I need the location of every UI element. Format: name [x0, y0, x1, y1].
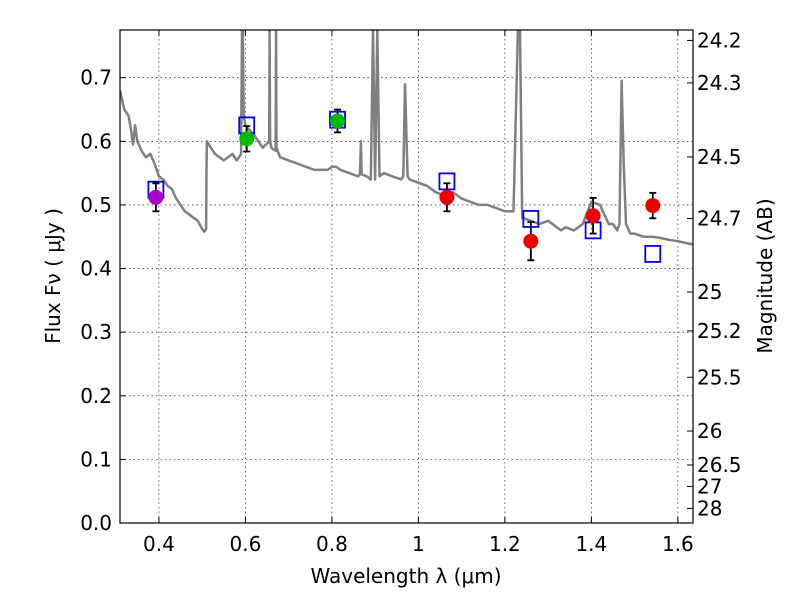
y-axis-title: Flux Fν ( μJy ) — [41, 208, 65, 344]
spectrum-series — [120, 30, 693, 246]
mag-tick-label: 26 — [697, 419, 722, 443]
y2-axis-title: Magnitude (AB) — [753, 198, 777, 353]
mag-tick-label: 24.7 — [697, 207, 742, 231]
y-tick-label: 0.1 — [80, 447, 112, 471]
observed-point-marker — [239, 131, 255, 147]
mag-tick-label: 24.3 — [697, 71, 742, 95]
x-tick-label: 1.6 — [662, 532, 694, 556]
plot-frame — [119, 29, 694, 524]
mag-tick-label: 25.5 — [697, 365, 742, 389]
x-axis-title: Wavelength λ (μm) — [310, 564, 501, 588]
observed-point-marker — [330, 113, 346, 129]
mag-tick-label: 25 — [697, 280, 722, 304]
mag-tick-label: 25.2 — [697, 319, 742, 343]
model-square-marker — [644, 245, 662, 263]
mag-tick-label: 24.2 — [697, 28, 742, 52]
y-tick-label: 0.4 — [80, 257, 112, 281]
observed-point-marker — [148, 189, 164, 205]
x-tick-label: 0.6 — [230, 532, 262, 556]
y-tick-label: 0.5 — [80, 193, 112, 217]
axis-ticks: 0.4 0.6 0.8 1 1.2 1.4 1.6 0.0 0.1 0.2 0.3 0.4 0.5 0.6… — [80, 28, 741, 556]
mag-tick-label: 28 — [697, 496, 722, 520]
observed-point-marker — [439, 189, 455, 205]
y-tick-label: 0.7 — [80, 66, 112, 90]
x-tick-label: 1 — [412, 532, 425, 556]
y-tick-label: 0.0 — [80, 511, 112, 535]
observed-point-marker — [523, 233, 539, 249]
x-tick-label: 0.4 — [143, 532, 175, 556]
spectrum-line — [120, 30, 693, 246]
y-tick-label: 0.3 — [80, 320, 112, 344]
y-tick-label: 0.2 — [80, 384, 112, 408]
observed-photometry-series — [148, 108, 661, 262]
mag-tick-label: 24.5 — [697, 145, 742, 169]
mag-tick-label: 27 — [697, 474, 722, 498]
x-tick-label: 0.8 — [316, 532, 348, 556]
x-tick-label: 1.2 — [489, 532, 521, 556]
x-tick-label: 1.4 — [575, 532, 607, 556]
mag-tick-label: 26.5 — [697, 453, 742, 477]
observed-point-marker — [645, 198, 661, 214]
observed-point-marker — [585, 208, 601, 224]
y-tick-label: 0.6 — [80, 129, 112, 153]
